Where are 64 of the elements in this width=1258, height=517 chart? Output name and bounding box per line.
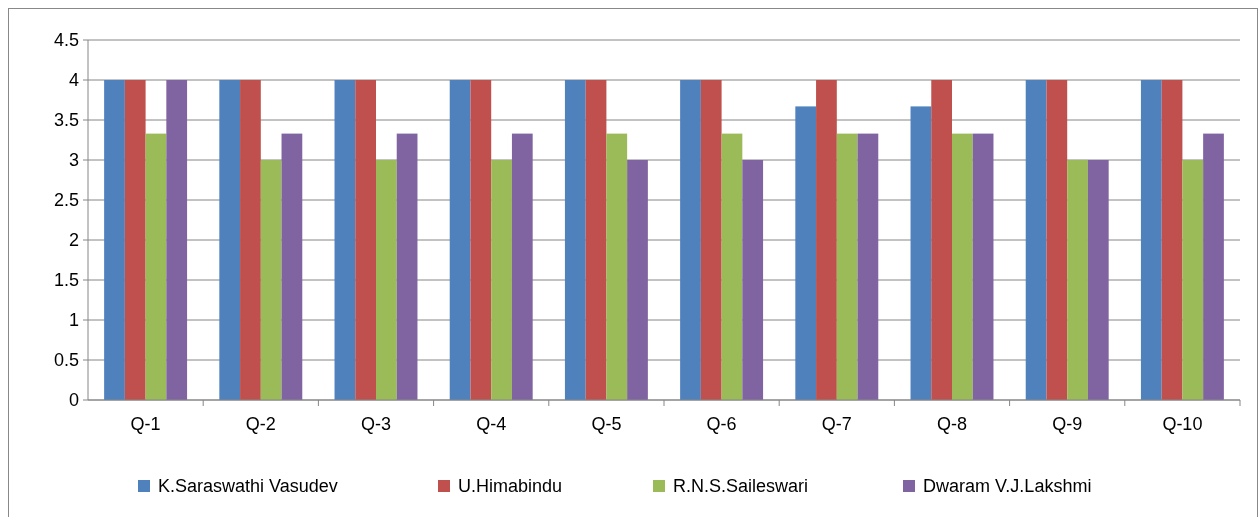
bar	[952, 133, 973, 400]
x-tick-label: Q-9	[1052, 414, 1083, 434]
bar	[816, 80, 837, 400]
bar	[972, 133, 994, 400]
bar	[836, 133, 858, 400]
y-tick-label: 2.5	[53, 190, 79, 211]
bar	[1161, 80, 1183, 400]
bar	[1140, 80, 1162, 400]
bar	[1025, 80, 1047, 400]
bar	[742, 160, 764, 400]
bar	[491, 160, 512, 400]
bar	[449, 80, 471, 400]
legend-label: U.Himabindu	[458, 476, 563, 497]
bar	[104, 80, 125, 400]
bar	[910, 106, 932, 400]
bar	[166, 80, 188, 400]
bar	[1182, 160, 1204, 400]
y-tick-label: 2	[68, 230, 79, 251]
bar	[281, 133, 303, 400]
x-tick-label: Q-6	[706, 414, 737, 434]
bar	[1203, 133, 1224, 400]
bar	[511, 133, 533, 400]
bar	[145, 133, 167, 400]
legend-label: K.Saraswathi Vasudev	[158, 476, 338, 497]
bar	[564, 80, 586, 400]
y-tick-label: 1.5	[53, 270, 79, 291]
x-tick-label: Q-4	[476, 414, 507, 434]
bar	[606, 133, 628, 400]
x-tick-label: Q-2	[245, 414, 276, 434]
bar	[376, 160, 397, 400]
y-tick-label: 1	[68, 310, 79, 331]
y-tick-label: 4.5	[53, 30, 79, 51]
legend-label: R.N.S.Saileswari	[673, 476, 809, 497]
bar	[124, 80, 146, 400]
x-tick-label: Q-7	[821, 414, 852, 434]
bar	[396, 133, 418, 400]
x-tick-label: Q-10	[1162, 414, 1203, 434]
bar	[700, 80, 722, 400]
bar	[1067, 160, 1088, 400]
legend-label: Dwaram V.J.Lakshmi	[923, 476, 1092, 497]
bar	[355, 80, 376, 400]
bar	[931, 80, 952, 400]
x-tick-label: Q-3	[360, 414, 392, 434]
bar	[721, 133, 743, 400]
bar	[470, 80, 492, 400]
bar	[219, 80, 241, 400]
x-tick-label: Q-5	[591, 414, 622, 434]
bar	[260, 160, 282, 400]
bar	[857, 133, 879, 400]
x-tick-label: Q-1	[130, 414, 161, 434]
y-tick-label: 0.5	[53, 350, 79, 371]
bar	[1087, 160, 1109, 400]
y-tick-label: 3	[68, 150, 79, 171]
bar	[585, 80, 607, 400]
bar	[240, 80, 261, 400]
bar	[627, 160, 648, 400]
x-tick-label: Q-8	[936, 414, 968, 434]
bar	[680, 80, 701, 400]
y-tick-label: 4	[68, 70, 79, 91]
bar	[334, 80, 356, 400]
bar	[795, 106, 817, 400]
y-tick-label: 3.5	[53, 110, 79, 131]
y-tick-label: 0	[68, 390, 79, 411]
bar	[1046, 80, 1068, 400]
